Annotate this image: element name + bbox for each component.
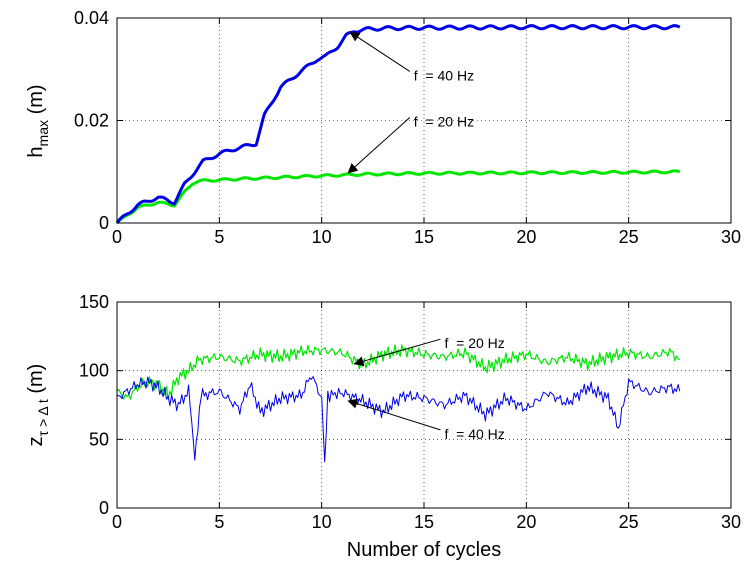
bot-xtick-label: 10 xyxy=(312,512,332,532)
top-series xyxy=(115,24,681,225)
top-y-label-main: h xyxy=(25,146,47,157)
x-axis-label: Number of cycles xyxy=(347,539,502,561)
bottom-ticks: 0 5 10 15 20 25 30 0 50 100 150 xyxy=(79,292,741,532)
top-ticks: 0 5 10 15 20 25 30 0 0.02 0.04 xyxy=(74,8,741,247)
top-xtick-label: 5 xyxy=(214,227,224,247)
bot-xtick-label: 30 xyxy=(721,512,741,532)
bot-xtick-label: 5 xyxy=(214,512,224,532)
bottom-plot-area xyxy=(117,302,731,508)
top-xtick-label: 20 xyxy=(516,227,536,247)
bot-xtick-label: 20 xyxy=(516,512,536,532)
top-ytick-label: 0 xyxy=(99,213,109,233)
bot-xtick-label: 0 xyxy=(112,512,122,532)
bot-annotation-arrow-0 xyxy=(353,338,441,367)
bot-ytick-label: 100 xyxy=(79,361,109,381)
bot-annotation-label-0: f = 20 Hz xyxy=(444,335,504,351)
top-xtick-label: 10 xyxy=(312,227,332,247)
top-xtick-label: 15 xyxy=(414,227,434,247)
top-annotations: f = 40 Hz f = 20 Hz xyxy=(347,31,474,174)
top-annotation-arrow-1 xyxy=(347,117,411,174)
bot-xtick-label: 25 xyxy=(619,512,639,532)
top-ytick-label: 0.02 xyxy=(74,111,109,131)
bot-series-line-1 xyxy=(116,376,681,463)
top-plot-area xyxy=(117,18,731,223)
bottom-panel: 0 5 10 15 20 25 30 0 50 100 150 f = 20 Hz f = 40 Hz… xyxy=(25,292,741,561)
bottom-y-label-sub: τ > Δ t xyxy=(35,399,51,436)
bot-ytick-label: 50 xyxy=(89,429,109,449)
top-series-line-1 xyxy=(115,24,681,224)
bottom-y-axis-label: zτ > Δ t (m) xyxy=(25,364,51,447)
bot-annotation-arrow-1 xyxy=(347,398,441,431)
bot-annotation-label-1: f = 40 Hz xyxy=(444,426,504,442)
bottom-y-label-main: z xyxy=(25,436,47,446)
top-series-line-0 xyxy=(115,169,681,225)
top-annotation-label-0: f = 40 Hz xyxy=(414,67,474,83)
bottom-series xyxy=(116,344,681,463)
top-y-axis-label: hmax (m) xyxy=(25,84,51,157)
top-y-label-unit: (m) xyxy=(25,84,47,120)
top-annotation-label-1: f = 20 Hz xyxy=(414,114,474,130)
top-xtick-label: 30 xyxy=(721,227,741,247)
bot-ytick-label: 0 xyxy=(99,498,109,518)
bot-xtick-label: 15 xyxy=(414,512,434,532)
top-y-label-sub: max xyxy=(35,120,51,146)
bottom-annotations: f = 20 Hz f = 40 Hz xyxy=(347,335,505,442)
bot-series-line-0 xyxy=(116,344,681,400)
top-xtick-label: 0 xyxy=(112,227,122,247)
top-panel: 0 5 10 15 20 25 30 0 0.02 0.04 f = 40 Hz f = 20 Hz… xyxy=(25,8,741,247)
top-annotation-arrow-0 xyxy=(349,31,411,72)
bottom-y-label-unit: (m) xyxy=(25,364,47,400)
bot-ytick-label: 150 xyxy=(79,292,109,312)
top-ytick-label: 0.04 xyxy=(74,8,109,28)
top-xtick-label: 25 xyxy=(619,227,639,247)
